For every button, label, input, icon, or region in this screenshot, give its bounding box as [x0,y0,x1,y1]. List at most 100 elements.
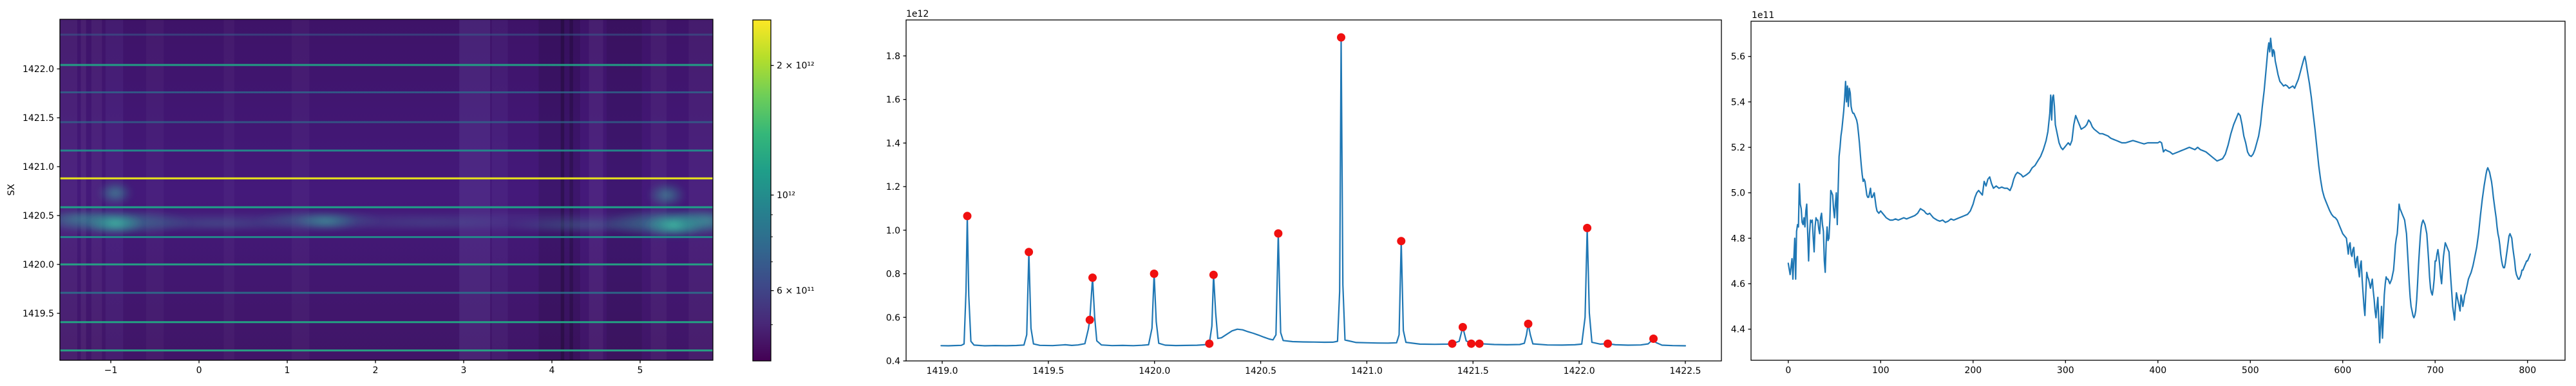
y-tick-label: 4.8 [1731,234,1745,244]
heatmap-vertical-band [606,19,642,360]
spectrum-offset-label: 1e12 [906,9,929,19]
x-tick-label: 1419.5 [1032,366,1064,376]
x-tick-label: 600 [2334,365,2351,376]
peak-marker [963,212,972,221]
x-tick-label: 1 [285,365,290,376]
x-tick-label: 700 [2427,365,2444,376]
x-tick-label: 1420.0 [1139,366,1170,376]
peak-marker [1649,335,1658,343]
timeseries-offset-label: 1e11 [1752,10,1774,21]
x-tick-label: 0 [1785,365,1791,376]
x-tick-label: 1422.5 [1669,366,1701,376]
peak-marker [1397,237,1406,246]
emission-blob [87,214,144,234]
heatmap-ylabel: SX [6,183,17,196]
axes-spines [905,19,1722,362]
peak-marker [1025,248,1034,257]
axes-spines [59,19,714,361]
heatmap-vertical-band [459,19,491,360]
peak-marker [1467,339,1476,348]
emission-blob [670,208,713,232]
x-tick-label: 4 [549,365,555,376]
peak-marker [1448,339,1457,348]
peak-marker [1475,339,1484,348]
y-tick-label: 0.8 [886,270,900,280]
x-tick-label: 1419.0 [927,366,958,376]
x-tick-label: 400 [2149,365,2166,376]
x-tick-label: 100 [1872,365,1889,376]
y-tick-label: 1422.0 [23,64,54,75]
x-tick-label: 2 [373,365,379,376]
peak-marker [1088,273,1097,282]
y-tick-label: 5.2 [1731,143,1745,153]
colorbar-gradient [752,19,772,362]
peak-marker [1524,319,1533,328]
heatmap-vertical-band [589,19,603,360]
emission-blob [97,181,133,205]
peak-marker [1583,223,1592,232]
emission-blob [647,182,687,208]
timeseries-panel: 0 100 200 300 400 500 600 700 800 4.4 4.6 4.8 5.0 5.2… [1731,21,2566,376]
spectrum-panel: 1419.0 1419.5 1420.0 1420.5 1421.0 1421.5 1422… [886,19,1722,376]
heatmap-vertical-band [292,19,309,360]
heatmap-vertical-band [560,19,565,360]
y-tick-label: 1.6 [886,95,900,106]
y-tick-label: 1421.5 [23,113,54,124]
colorbar-tick-label: 6 × 10¹¹ [777,286,815,297]
spectrum-line [940,37,1687,347]
colorbar-tick-label: 2 × 10¹² [777,61,815,71]
heatmap-vertical-band [146,19,164,360]
heatmap-content [60,19,713,360]
x-tick-label: 1421.5 [1457,366,1489,376]
x-tick-label: 800 [2519,365,2536,376]
y-tick-label: 1.0 [886,226,900,236]
x-tick-label: 3 [461,365,467,376]
heatmap-vertical-band [688,19,713,360]
y-tick-label: 5.4 [1731,97,1745,107]
emission-blob [340,216,517,228]
x-tick-label: 1421.0 [1351,366,1383,376]
emission-blob [296,214,358,230]
peak-marker [1458,323,1467,331]
heatmap-vertical-band [223,19,234,360]
axes-spines [1750,21,2566,361]
y-tick-label: 5.0 [1731,188,1745,199]
x-tick-label: −1 [104,365,118,376]
y-tick-label: 4.6 [1731,279,1745,290]
heatmap-vertical-band [538,19,580,360]
y-tick-label: 0.4 [886,356,900,367]
x-tick-label: 0 [196,365,202,376]
heatmap-panel: −1 0 1 2 3 4 5 1419.5 1420.0 1420.5 1421.0 1421.5 14… [23,19,714,376]
heatmap-vertical-band [91,19,102,360]
heatmap-vertical-band [80,19,86,360]
x-tick-label: 200 [1964,365,1982,376]
x-tick-label: 1420.5 [1245,366,1276,376]
heatmap-vertical-band [569,19,573,360]
peak-marker [1205,339,1214,348]
x-tick-label: 5 [638,365,643,376]
y-tick-label: 1421.0 [23,162,54,172]
y-tick-label: 1.8 [886,51,900,62]
y-tick-label: 0.6 [886,313,900,323]
x-tick-label: 300 [2057,365,2074,376]
y-tick-label: 1419.5 [23,309,54,319]
heatmap-image [60,19,713,360]
y-tick-label: 1420.0 [23,260,54,270]
colorbar-tick-label: 10¹² [777,190,795,201]
x-tick-label: 500 [2242,365,2259,376]
y-tick-label: 4.4 [1731,325,1745,335]
y-tick-label: 1.4 [886,138,900,149]
peak-marker [1085,315,1094,324]
peak-marker [1337,33,1345,42]
peak-marker [1150,270,1159,278]
colorbar: 2 × 10¹² 10¹² 6 × 10¹¹ [752,19,815,362]
timeseries-line [1787,37,2532,344]
x-tick-label: 1422.0 [1564,366,1595,376]
heatmap-vertical-band [491,19,508,360]
y-tick-label: 1420.5 [23,211,54,221]
peak-marker [1604,339,1613,348]
peak-marker [1209,270,1218,279]
heatmap-vertical-band [60,19,77,360]
